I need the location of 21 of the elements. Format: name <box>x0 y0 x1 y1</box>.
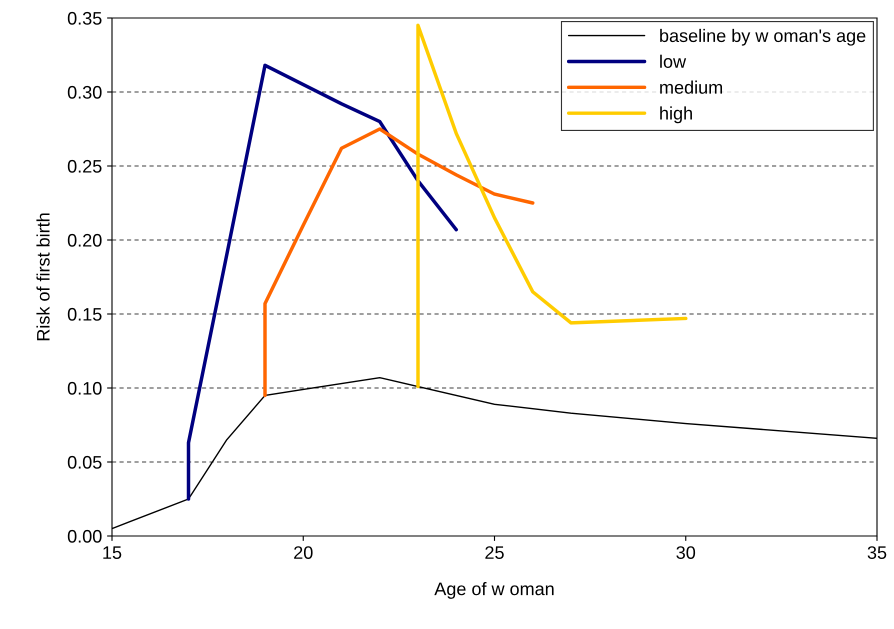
x-axis-title: Age of w oman <box>434 582 554 599</box>
y-tick-label: 0.20 <box>68 234 102 247</box>
y-axis-title: Risk of first birth <box>36 213 50 340</box>
y-tick-label: 0.25 <box>68 160 102 173</box>
x-tick-label: 20 <box>294 546 313 559</box>
y-tick-label: 0.10 <box>68 382 102 395</box>
y-tick-label: 0.00 <box>68 530 102 543</box>
x-tick-label: 30 <box>676 546 696 559</box>
legend-label: high <box>660 106 692 124</box>
x-tick-label: 15 <box>103 546 122 559</box>
line-series <box>263 127 534 398</box>
y-tick-label: 0.35 <box>68 12 102 25</box>
legend-label: medium <box>660 80 722 94</box>
y-tick-label: 0.30 <box>68 86 102 99</box>
y-tick-label: 0.05 <box>68 456 102 469</box>
line-series <box>186 64 458 501</box>
x-tick-label: 25 <box>485 546 504 559</box>
x-tick-label: 35 <box>868 546 886 559</box>
y-tick-label: 0.15 <box>68 308 102 321</box>
legend-label: baseline by w oman's age <box>660 28 866 46</box>
legend-label: low <box>660 54 686 68</box>
